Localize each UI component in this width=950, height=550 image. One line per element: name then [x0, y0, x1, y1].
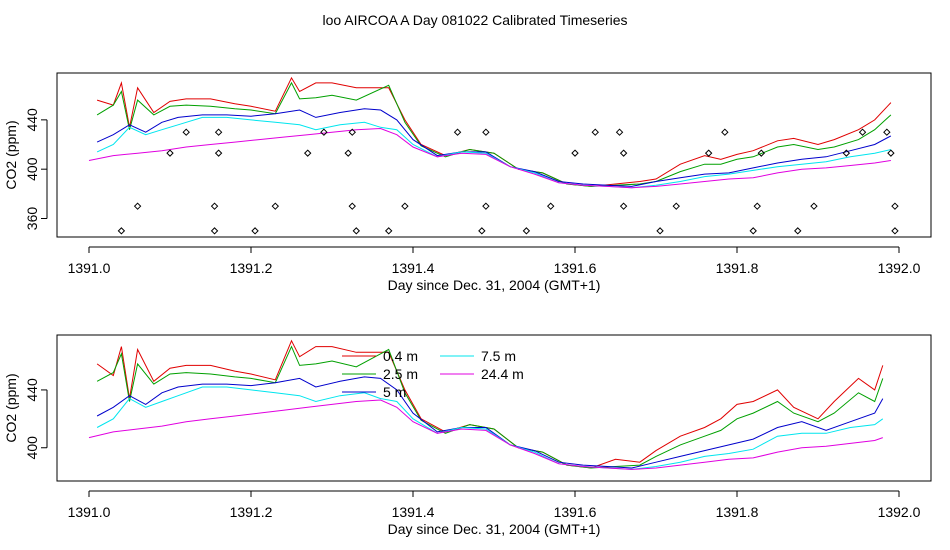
scatter-point	[810, 202, 818, 210]
scatter-point	[401, 202, 409, 210]
scatter-point	[453, 128, 462, 136]
scatter-point	[749, 227, 757, 235]
chart-title: loo AIRCOA A Day 081022 Calibrated Times…	[322, 12, 628, 28]
scatter-point	[794, 227, 802, 235]
x-tick-label: 1391.6	[554, 504, 597, 520]
plot-frame-2	[56, 334, 932, 482]
scatter-point	[251, 227, 259, 235]
scatter-point	[858, 128, 867, 136]
scatter-point	[303, 149, 312, 157]
scatter-point	[271, 202, 280, 210]
scatter-point	[117, 227, 126, 235]
legend-label-s5: 5 m	[383, 384, 406, 400]
scatter-point	[615, 128, 624, 136]
series-line-s5	[96, 108, 892, 187]
scatter-point	[891, 202, 899, 210]
x-tick-label: 1391.0	[68, 504, 111, 520]
scatter-point	[214, 149, 223, 157]
x-tick-label: 1391.4	[392, 260, 435, 276]
scatter-point	[721, 128, 729, 136]
scatter-point	[482, 128, 490, 136]
y-tick-label: 440	[24, 378, 40, 402]
scatter-point	[757, 149, 766, 157]
scatter-point	[182, 128, 190, 136]
scatter-point	[348, 202, 356, 210]
x-tick-label: 1391.8	[716, 260, 759, 276]
x-tick-label: 1392.0	[878, 260, 921, 276]
x-axis-label: Day since Dec. 31, 2004 (GMT+1)	[388, 277, 601, 293]
y-tick-label: 400	[24, 436, 40, 460]
scatter-point	[656, 227, 664, 235]
scatter-point	[842, 149, 851, 157]
scatter-point	[546, 202, 555, 210]
scatter-point	[482, 202, 490, 210]
scatter-point	[348, 128, 356, 136]
x-tick-label: 1391.2	[230, 260, 273, 276]
y-tick-label: 360	[24, 207, 40, 231]
y-axis-label: CO2 (ppm)	[3, 373, 19, 442]
plot-frame-1	[56, 72, 932, 238]
series-line-s75	[96, 116, 892, 189]
x-tick-label: 1391.0	[68, 260, 111, 276]
scatter-point	[344, 149, 352, 157]
scatter-point	[210, 202, 219, 210]
scatter-point	[214, 128, 223, 136]
series-line-s25	[96, 345, 884, 469]
legend-label-s04: 0.4 m	[383, 348, 418, 364]
scatter-point	[571, 149, 579, 157]
scatter-point	[672, 202, 680, 210]
y-axis-label: CO2 (ppm)	[3, 120, 19, 189]
scatter-point	[619, 149, 628, 157]
series-line-s244	[88, 399, 883, 470]
scatter-point	[591, 128, 599, 136]
scatter-point	[133, 202, 142, 210]
series-line-s25	[96, 81, 892, 187]
scatter-point	[883, 128, 891, 136]
scatter-point	[210, 227, 219, 235]
x-tick-label: 1391.6	[554, 260, 597, 276]
series-line-s75	[96, 386, 884, 470]
y-tick-label: 400	[24, 157, 40, 181]
x-tick-label: 1391.4	[392, 504, 435, 520]
scatter-point	[478, 227, 486, 235]
scatter-point	[704, 149, 713, 157]
x-tick-label: 1391.8	[716, 504, 759, 520]
scatter-point	[522, 227, 531, 235]
legend-label-s244: 24.4 m	[481, 366, 524, 382]
scatter-point	[887, 149, 895, 157]
scatter-point	[352, 227, 361, 235]
scatter-point	[166, 149, 174, 157]
legend-label-s75: 7.5 m	[481, 348, 516, 364]
legend-label-s25: 2.5 m	[383, 366, 418, 382]
scatter-point	[384, 227, 393, 235]
x-tick-label: 1391.2	[230, 504, 273, 520]
series-line-s5	[96, 376, 884, 469]
scatter-point	[619, 202, 628, 210]
scatter-point	[753, 202, 761, 210]
x-tick-label: 1392.0	[878, 504, 921, 520]
x-axis-label: Day since Dec. 31, 2004 (GMT+1)	[388, 521, 601, 537]
series-line-s244	[88, 127, 891, 189]
scatter-point	[320, 128, 328, 136]
y-tick-label: 440	[24, 108, 40, 132]
scatter-point	[891, 227, 899, 235]
